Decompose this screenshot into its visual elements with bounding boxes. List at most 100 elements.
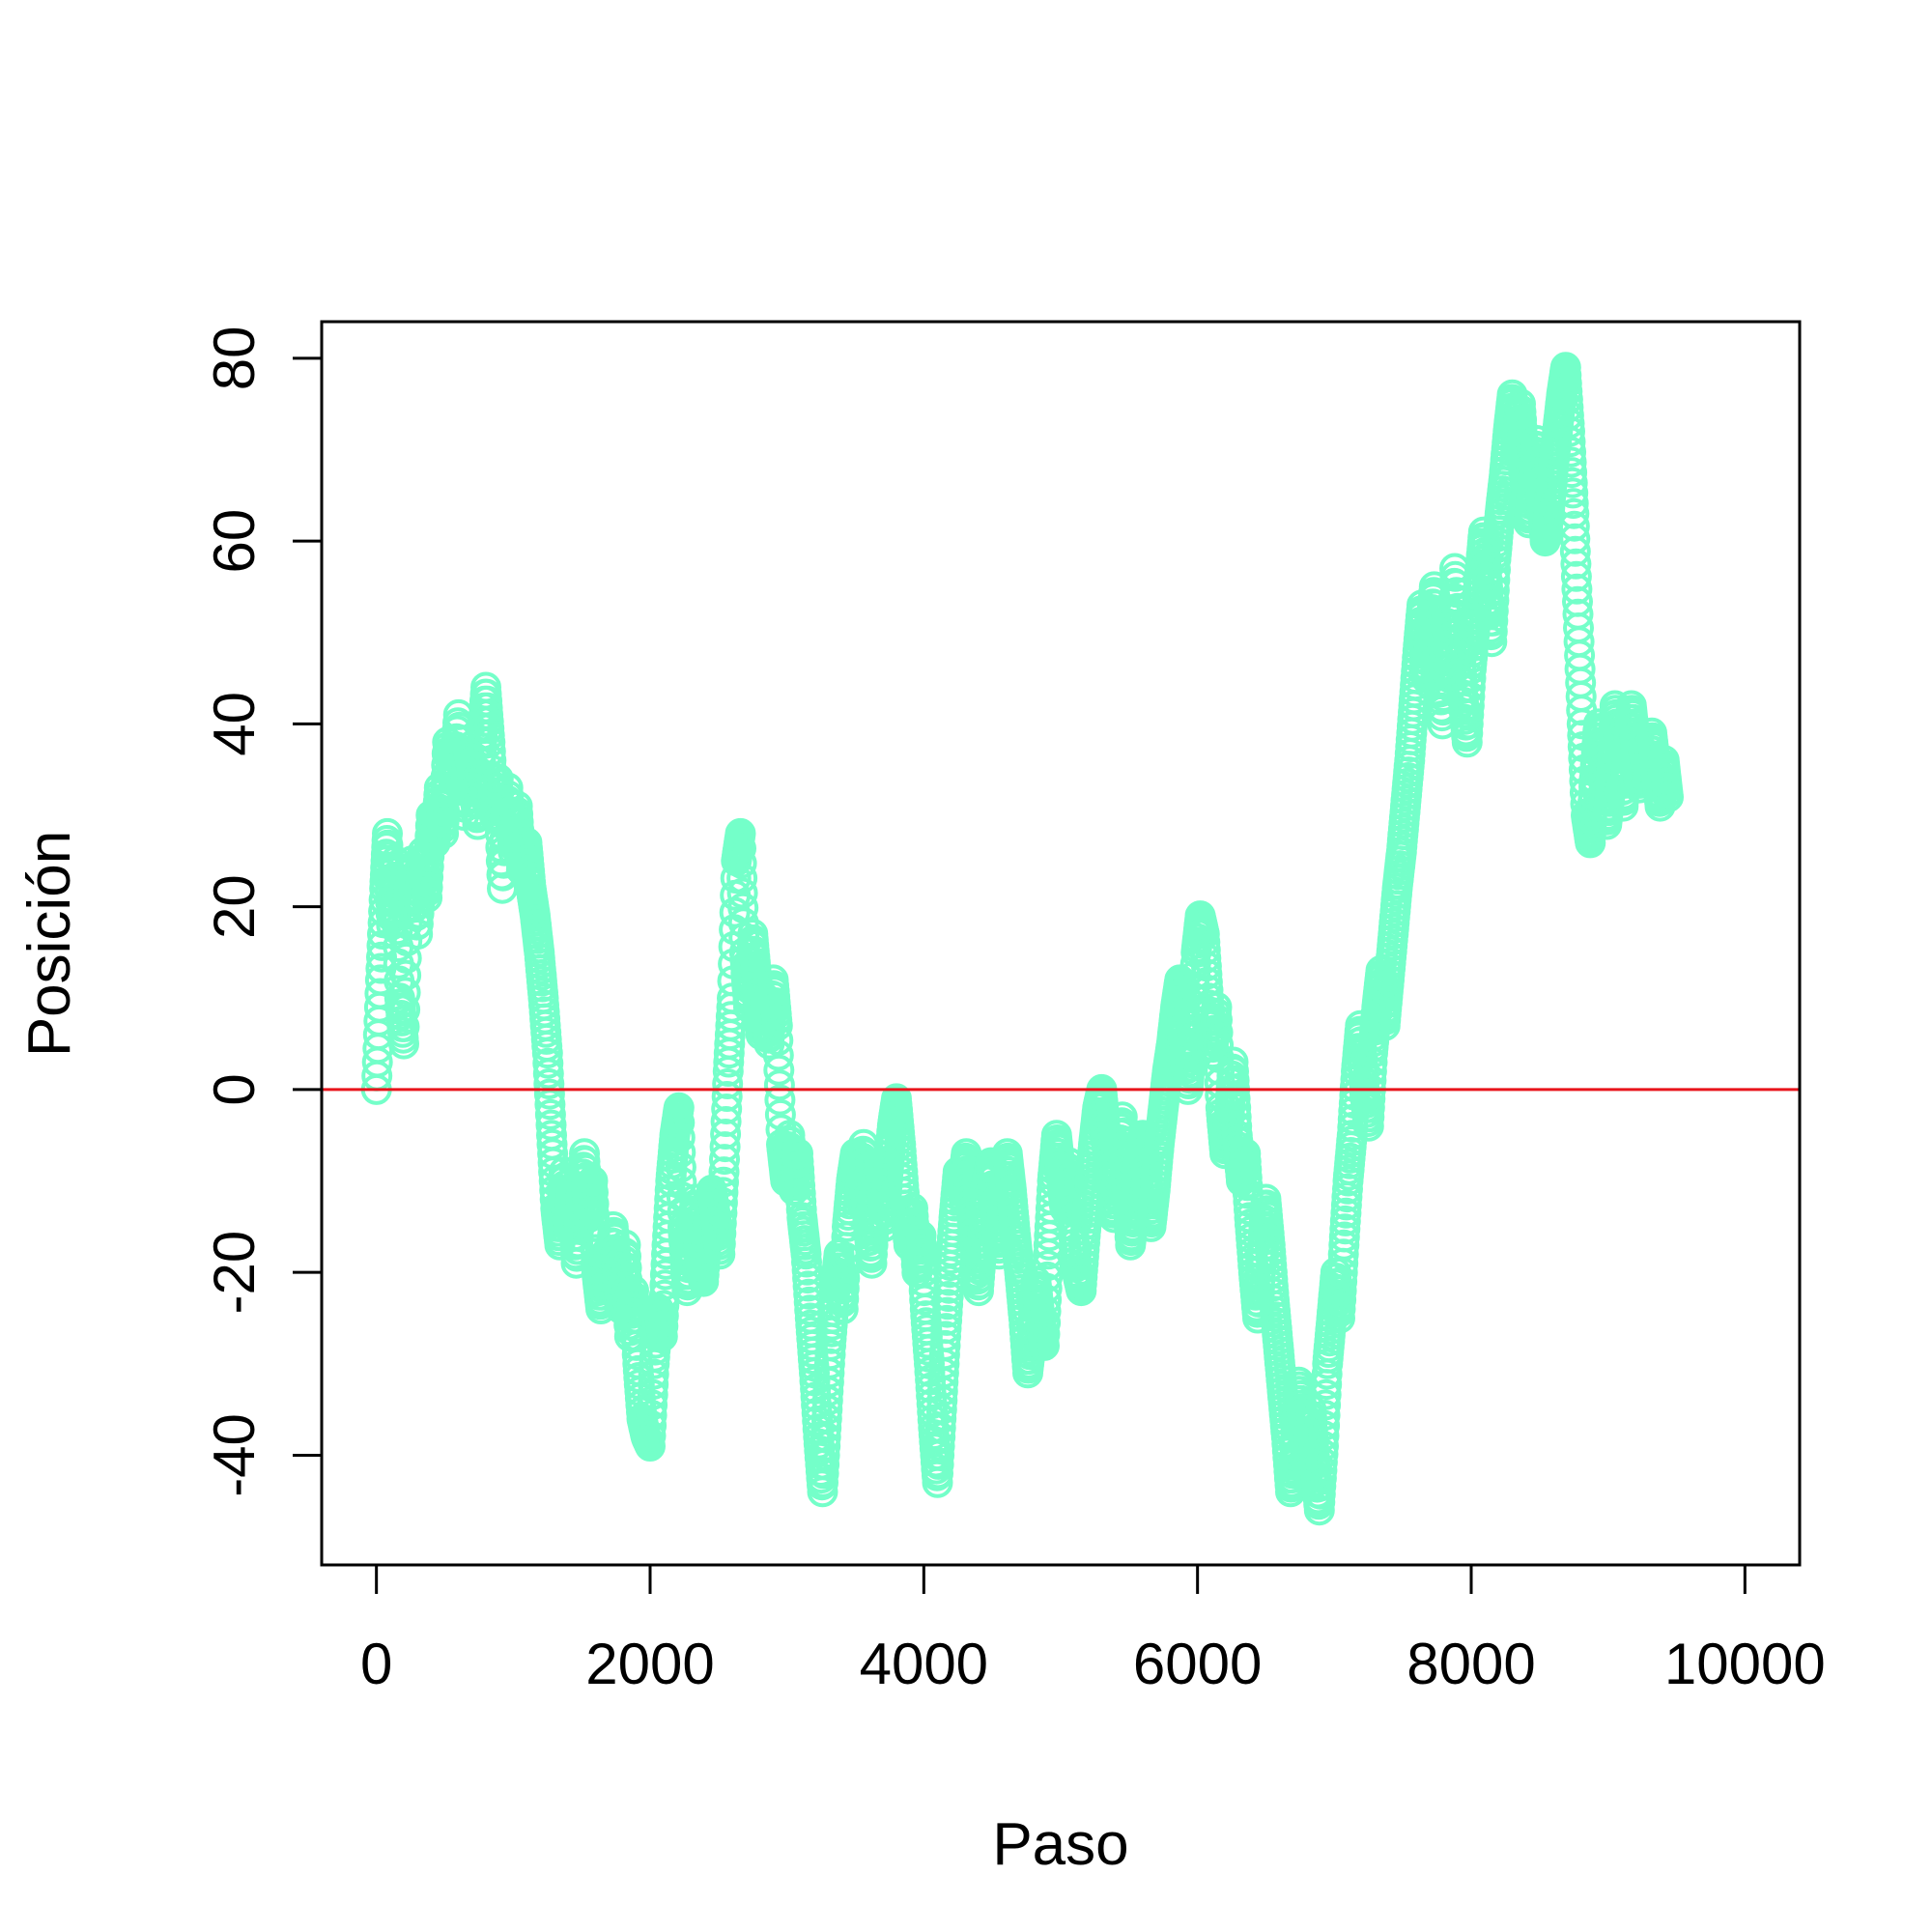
data-point	[1476, 626, 1508, 658]
data-point	[412, 861, 444, 893]
data-point	[726, 863, 758, 895]
y-tick-label: 0	[202, 1073, 267, 1105]
data-point	[428, 817, 460, 849]
data-point	[763, 1069, 795, 1101]
data-point	[532, 1058, 564, 1090]
points-layer	[360, 352, 1684, 1526]
data-point	[578, 1188, 610, 1220]
y-tick-label: 40	[202, 692, 267, 756]
data-point	[727, 892, 759, 923]
y-tick-label: 20	[202, 874, 267, 939]
data-point	[1031, 1272, 1063, 1304]
data-point	[764, 1084, 796, 1116]
data-point	[724, 817, 756, 849]
data-point	[1310, 1378, 1342, 1410]
data-point	[610, 1229, 641, 1261]
data-point	[372, 817, 403, 849]
data-point	[665, 1151, 696, 1183]
data-point	[726, 877, 758, 909]
data-point	[704, 1228, 736, 1260]
data-point	[1478, 575, 1510, 606]
data-point	[665, 1137, 696, 1168]
data-point	[762, 1039, 794, 1071]
data-point	[708, 1166, 739, 1198]
data-point	[577, 1165, 609, 1197]
data-point	[532, 1047, 564, 1079]
x-axis: 0 2000 4000 6000 8000 10000	[360, 1563, 1826, 1696]
data-point	[648, 1290, 680, 1321]
data-point	[1557, 477, 1589, 509]
x-axis-title: Paso	[992, 1811, 1128, 1878]
data-point	[1454, 671, 1486, 703]
y-axis-title: Posición	[16, 831, 83, 1057]
data-point	[829, 1263, 861, 1294]
data-point	[1309, 1409, 1341, 1441]
data-point	[1030, 1295, 1062, 1327]
data-point	[1031, 1284, 1063, 1316]
x-tick-label: 2000	[585, 1632, 714, 1696]
data-point	[531, 1037, 563, 1069]
data-point	[366, 941, 397, 973]
data-point	[1554, 415, 1585, 447]
data-point	[762, 1025, 794, 1056]
data-point	[828, 1272, 860, 1304]
data-point	[533, 1068, 565, 1099]
data-point	[712, 1068, 744, 1099]
data-point	[1554, 426, 1586, 458]
data-point	[705, 1208, 737, 1239]
data-point	[1029, 1319, 1061, 1350]
data-point	[1477, 605, 1509, 637]
data-point	[705, 1218, 737, 1249]
data-point	[1310, 1389, 1342, 1421]
y-axis: -40 -20 0 20 40 60 80	[202, 326, 324, 1497]
x-tick-label: 10000	[1664, 1632, 1826, 1696]
data-point	[647, 1310, 679, 1342]
data-point	[761, 1009, 793, 1041]
data-point	[412, 882, 443, 914]
data-point	[1029, 1329, 1060, 1361]
data-point	[664, 1122, 696, 1153]
data-point	[635, 1420, 667, 1452]
data-point	[1477, 595, 1509, 627]
y-tick-label: -40	[202, 1413, 267, 1497]
data-point	[578, 1177, 609, 1208]
data-point	[1476, 615, 1508, 647]
x-tick-label: 6000	[1133, 1632, 1262, 1696]
data-point	[1355, 1056, 1387, 1087]
data-point	[1309, 1400, 1341, 1431]
x-tick-label: 4000	[860, 1632, 988, 1696]
data-point	[909, 1284, 941, 1316]
data-point	[763, 1054, 795, 1086]
y-tick-label: 80	[202, 326, 267, 390]
data-point	[814, 1339, 846, 1371]
data-point	[533, 1078, 565, 1110]
data-point	[388, 1028, 419, 1060]
data-point	[663, 1092, 695, 1123]
data-point	[1653, 781, 1684, 813]
data-point	[428, 807, 460, 838]
x-tick-label: 8000	[1406, 1632, 1535, 1696]
data-point	[1030, 1307, 1062, 1339]
data-point	[636, 1409, 668, 1441]
data-point	[402, 908, 434, 940]
data-point	[1032, 1261, 1064, 1293]
data-point	[725, 847, 757, 879]
data-point	[706, 1197, 738, 1229]
data-point	[646, 1321, 678, 1352]
data-point	[534, 1098, 566, 1130]
data-point	[647, 1300, 679, 1332]
data-point	[636, 1400, 668, 1431]
data-point	[1308, 1431, 1339, 1462]
data-point	[707, 1177, 739, 1208]
y-tick-label: -20	[202, 1231, 267, 1315]
data-point	[725, 833, 756, 865]
data-point	[1220, 1101, 1252, 1133]
data-point	[1478, 584, 1510, 616]
data-point	[1308, 1420, 1340, 1452]
data-point	[704, 1238, 736, 1270]
data-point	[635, 1431, 666, 1462]
data-point	[637, 1389, 668, 1421]
data-point	[402, 919, 434, 950]
y-tick-label: 60	[202, 509, 267, 574]
